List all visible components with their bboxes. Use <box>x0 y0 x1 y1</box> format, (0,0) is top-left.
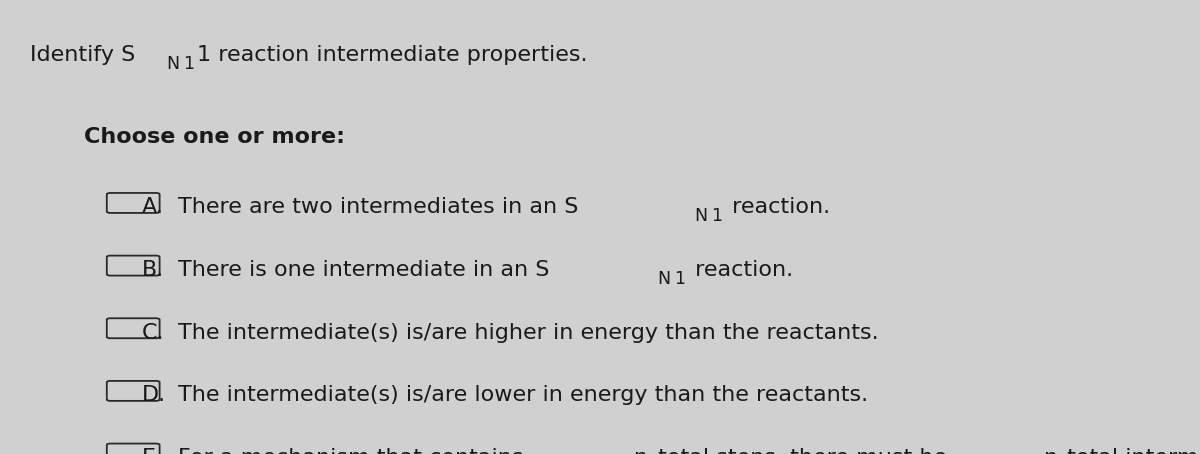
Text: total steps, there must be: total steps, there must be <box>650 448 954 454</box>
Text: 1: 1 <box>712 207 722 226</box>
Text: total intermediates.: total intermediates. <box>1061 448 1200 454</box>
Text: reaction.: reaction. <box>725 197 830 217</box>
Text: N: N <box>166 55 179 74</box>
Text: There are two intermediates in an S: There are two intermediates in an S <box>178 197 578 217</box>
Text: E.: E. <box>142 448 163 454</box>
Text: N: N <box>656 270 670 288</box>
Text: n: n <box>1042 448 1056 454</box>
Text: B.: B. <box>142 260 164 280</box>
Text: The intermediate(s) is/are higher in energy than the reactants.: The intermediate(s) is/are higher in ene… <box>178 323 878 343</box>
Text: A.: A. <box>142 197 163 217</box>
Text: 1: 1 <box>673 270 685 288</box>
Text: There is one intermediate in an S: There is one intermediate in an S <box>178 260 548 280</box>
Text: reaction.: reaction. <box>688 260 793 280</box>
Text: Identify S: Identify S <box>30 45 136 65</box>
Text: The intermediate(s) is/are lower in energy than the reactants.: The intermediate(s) is/are lower in ener… <box>178 385 868 405</box>
Text: 1 reaction intermediate properties.: 1 reaction intermediate properties. <box>197 45 588 65</box>
Text: 1: 1 <box>182 55 193 74</box>
Text: For a mechanism that contains: For a mechanism that contains <box>178 448 530 454</box>
Text: n: n <box>632 448 647 454</box>
Text: C.: C. <box>142 323 164 343</box>
Text: Choose one or more:: Choose one or more: <box>84 127 346 147</box>
Text: N: N <box>695 207 707 226</box>
Text: D.: D. <box>142 385 166 405</box>
